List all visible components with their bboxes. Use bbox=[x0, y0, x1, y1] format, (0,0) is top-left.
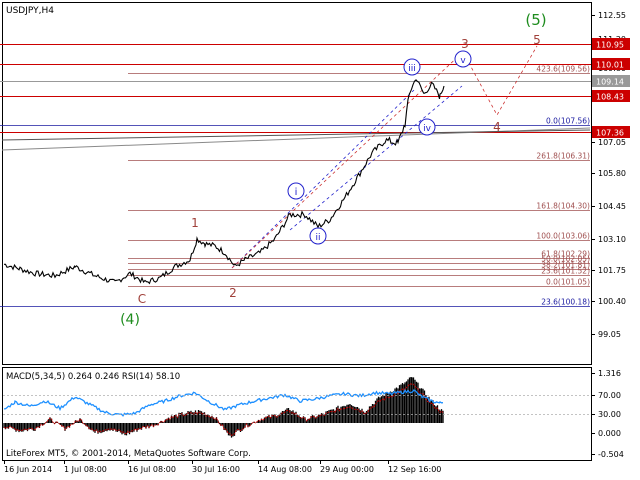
price-tag-label-3: 108.43 bbox=[596, 93, 624, 102]
time-tick-label-0: 16 Jun 2014 bbox=[4, 465, 52, 474]
wave-3-projection bbox=[231, 51, 464, 269]
wave-label-9: ii bbox=[315, 233, 320, 243]
price-tick-label-9: 100.40 bbox=[598, 297, 626, 306]
price-tag-label-0: 110.95 bbox=[596, 41, 624, 50]
fib-label-1: 0.0(107.56) bbox=[546, 117, 590, 126]
time-tick-label-3: 30 Jul 16:00 bbox=[192, 465, 240, 474]
price-tag-box-2 bbox=[592, 75, 630, 87]
wave-circle-12 bbox=[454, 50, 472, 68]
time-tick-label-6: 12 Sep 16:00 bbox=[388, 465, 441, 474]
price-series bbox=[4, 79, 445, 285]
symbol-label: USDJPY,H4 bbox=[6, 6, 54, 16]
fib-label-4: 100.0(103.06) bbox=[536, 232, 590, 241]
time-tick-label-1: 1 Jul 08:00 bbox=[64, 465, 107, 474]
time-tick-label-5: 29 Aug 00:00 bbox=[320, 465, 374, 474]
indicator-plot bbox=[3, 377, 444, 438]
ind-tick-label-3: 0.000 bbox=[598, 429, 621, 438]
price-tick-label-6: 104.45 bbox=[598, 202, 626, 211]
wave-circle-9 bbox=[309, 227, 327, 245]
price-tick-label-7: 103.10 bbox=[598, 235, 626, 244]
price-tag-label-1: 110.01 bbox=[596, 61, 624, 70]
wave-label-2: 3 bbox=[461, 37, 469, 51]
fib-label-8: 23.6(101.52) bbox=[541, 267, 590, 276]
price-tick-label-10: 99.05 bbox=[598, 330, 621, 339]
trend-lines bbox=[1, 45, 591, 269]
wave-label-10: iii bbox=[408, 64, 416, 74]
fib-label-2: 261.8(106.31) bbox=[536, 152, 590, 161]
copyright-footer: LiteForex MT5, © 2001-2014, MetaQuotes S… bbox=[6, 449, 251, 459]
price-tick-label-0: 112.55 bbox=[598, 11, 626, 20]
fib-label-3: 161.8(104.30) bbox=[536, 202, 590, 211]
wave-label-8: i bbox=[295, 187, 298, 198]
time-axis: 16 Jun 2014 1 Jul 08:00 16 Jul 08:00 30 Jul… bbox=[4, 460, 441, 474]
wave-label-3: 4 bbox=[493, 120, 501, 134]
wave-4-5-projection bbox=[462, 45, 538, 116]
ind-tick-label-0: 1.316 bbox=[598, 369, 621, 378]
horizontal-price-lines bbox=[0, 44, 591, 133]
indicator-title: MACD(5,34,5) 0.264 0.246 RSI(14) 58.10 bbox=[6, 372, 180, 382]
price-tag-box-1 bbox=[592, 58, 630, 70]
ind-tick-label-4: -0.504 bbox=[598, 450, 624, 459]
wave-label-4: 1 bbox=[191, 216, 199, 230]
fib-label-7: 38.2(101.81) bbox=[541, 261, 590, 270]
ind-tick-label-2: 30.00 bbox=[598, 410, 621, 419]
price-tick-label-4: 107.05 bbox=[598, 138, 626, 147]
ind-tick-label-1: 70.00 bbox=[598, 391, 621, 400]
indicator-axis: 1.316 70.00 30.00 0.000 -0.504 bbox=[3, 369, 624, 459]
price-tag-box-0 bbox=[592, 38, 630, 50]
price-axis: 112.55111.20109.80108.45107.05105.80104.… bbox=[591, 11, 630, 339]
fib-label-9: 0.0(101.05) bbox=[546, 278, 590, 287]
fib-label-5: 61.8(102.29) bbox=[541, 250, 590, 259]
price-tag-label-2: 109.14 bbox=[596, 78, 624, 87]
wave-circle-8 bbox=[287, 182, 305, 200]
price-tick-label-8: 101.75 bbox=[598, 266, 626, 275]
wave-label-1: 5 bbox=[533, 33, 541, 47]
time-tick-label-4: 14 Aug 08:00 bbox=[258, 465, 312, 474]
wave-circle-10 bbox=[403, 58, 421, 76]
macd-signal-line bbox=[3, 383, 444, 436]
fibonacci-levels: 423.6(109.56)0.0(107.56)261.8(106.31)161… bbox=[0, 65, 590, 307]
wave-label-0: (5) bbox=[525, 11, 546, 29]
main-chart-frame bbox=[2, 2, 592, 365]
wave-label-11: iv bbox=[423, 124, 432, 134]
macd-histogram bbox=[3, 377, 444, 438]
price-tag-box-3 bbox=[592, 90, 630, 102]
price-tick-label-5: 105.80 bbox=[598, 169, 626, 178]
channel-lower bbox=[289, 85, 463, 231]
price-line-series bbox=[4, 79, 445, 285]
fib-label-6: 50.0(102.05) bbox=[541, 255, 590, 264]
wave-label-6: C bbox=[138, 292, 146, 306]
price-tag-label-4: 107.36 bbox=[596, 129, 624, 138]
trendline-dark bbox=[1, 129, 591, 141]
rsi-line bbox=[3, 388, 444, 417]
channel-upper bbox=[231, 89, 415, 269]
wave-label-12: v bbox=[460, 56, 466, 66]
fib-label-0: 423.6(109.56) bbox=[536, 65, 590, 74]
wave-circle-11 bbox=[418, 118, 436, 136]
price-tag-box-4 bbox=[592, 126, 630, 138]
wave-label-5: 2 bbox=[229, 286, 237, 300]
wave-label-7: (4) bbox=[120, 312, 140, 328]
fib-label-10: 23.6(100.18) bbox=[541, 298, 590, 307]
time-tick-label-2: 16 Jul 08:00 bbox=[128, 465, 176, 474]
